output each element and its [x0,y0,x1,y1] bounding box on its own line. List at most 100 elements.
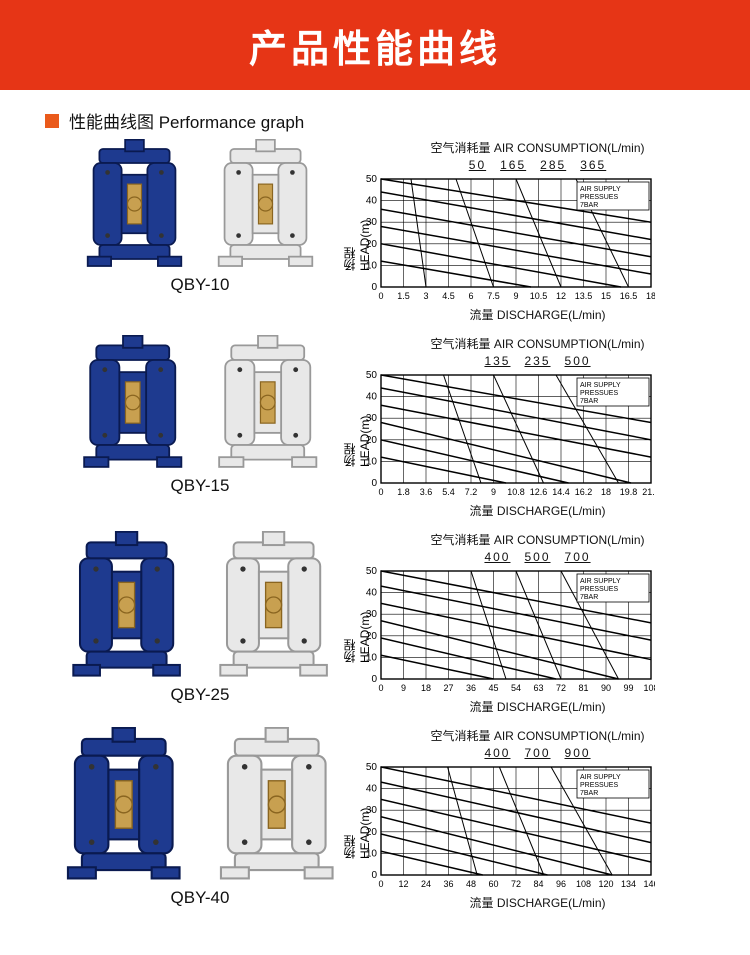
svg-text:45: 45 [488,683,498,693]
svg-text:7BAR: 7BAR [580,790,598,797]
svg-text:0: 0 [378,879,383,889]
svg-text:13.5: 13.5 [575,291,593,301]
air-values: 400500700 [355,550,720,564]
svg-text:36: 36 [443,879,453,889]
svg-text:19.8: 19.8 [620,487,638,497]
svg-text:7BAR: 7BAR [580,202,598,209]
svg-text:1.8: 1.8 [397,487,410,497]
svg-text:0: 0 [371,282,377,293]
svg-text:PRESSUES: PRESSUES [580,194,618,201]
svg-text:7.5: 7.5 [487,291,500,301]
svg-text:3: 3 [423,291,428,301]
pump-white-icon [207,727,347,882]
svg-text:0: 0 [371,870,377,881]
svg-text:9: 9 [513,291,518,301]
air-consumption-label: 空气消耗量 AIR CONSUMPTION(L/min) [355,335,720,352]
svg-text:12.6: 12.6 [530,487,548,497]
pump-column: QBY-25 [45,531,355,705]
air-values: 50165285365 [355,158,720,172]
svg-text:54: 54 [511,683,521,693]
svg-text:40: 40 [366,392,378,403]
air-values: 135235500 [355,354,720,368]
svg-text:PRESSUES: PRESSUES [580,390,618,397]
svg-text:7.2: 7.2 [465,487,478,497]
svg-text:146: 146 [643,879,655,889]
chart-wrap: 扬程 HEAD(m) 01020304050012243648607284961… [355,763,720,891]
pump-images [72,335,329,470]
svg-text:24: 24 [421,879,431,889]
svg-text:134: 134 [621,879,636,889]
pump-blue-icon [54,727,194,882]
pump-blue-icon [76,139,193,269]
product-row: QBY-25 空气消耗量 AIR CONSUMPTION(L/min) 4005… [45,531,720,715]
svg-text:15: 15 [601,291,611,301]
performance-chart: 0102030405001.534.567.5910.51213.51516.5… [355,175,655,303]
svg-text:72: 72 [556,683,566,693]
x-axis-label: 流量 DISCHARGE(L/min) [355,894,720,911]
svg-text:81: 81 [578,683,588,693]
pump-images [60,531,340,679]
y-axis-label: 扬程 HEAD(m) [341,403,372,467]
svg-text:120: 120 [598,879,613,889]
pump-white-icon [207,139,324,269]
svg-text:6: 6 [468,291,473,301]
pump-images [76,139,324,269]
svg-text:5.4: 5.4 [442,487,455,497]
pump-column: QBY-40 [45,727,355,908]
chart-wrap: 扬程 HEAD(m) 0102030405001.83.65.47.2910.8… [355,371,720,499]
pump-white-icon [207,531,340,679]
x-axis-label: 流量 DISCHARGE(L/min) [355,306,720,323]
pump-white-icon [207,335,329,470]
svg-text:12: 12 [398,879,408,889]
svg-text:9: 9 [401,683,406,693]
svg-text:60: 60 [488,879,498,889]
chart-column: 空气消耗量 AIR CONSUMPTION(L/min) 135235500 扬… [355,335,720,519]
svg-text:40: 40 [366,588,378,599]
svg-text:PRESSUES: PRESSUES [580,782,618,789]
svg-text:40: 40 [366,784,378,795]
svg-text:50: 50 [366,175,378,185]
svg-text:AIR SUPPLY: AIR SUPPLY [580,186,621,193]
svg-text:36: 36 [466,683,476,693]
air-values: 400700900 [355,746,720,760]
air-consumption-label: 空气消耗量 AIR CONSUMPTION(L/min) [355,531,720,548]
svg-text:72: 72 [511,879,521,889]
chart-column: 空气消耗量 AIR CONSUMPTION(L/min) 50165285365… [355,139,720,323]
performance-chart: 010203040500918273645546372819099108AIR … [355,567,655,695]
svg-text:9: 9 [491,487,496,497]
svg-text:21.6: 21.6 [642,487,655,497]
svg-text:18: 18 [601,487,611,497]
pump-images [54,727,347,882]
svg-text:3.6: 3.6 [420,487,433,497]
svg-text:0: 0 [378,487,383,497]
pump-model-label: QBY-40 [171,888,230,908]
svg-text:90: 90 [601,683,611,693]
svg-text:108: 108 [643,683,655,693]
svg-text:7BAR: 7BAR [580,398,598,405]
accent-square-icon [45,114,59,128]
svg-text:PRESSUES: PRESSUES [580,586,618,593]
svg-text:16.2: 16.2 [575,487,593,497]
performance-chart: 0102030405001.83.65.47.2910.812.614.416.… [355,371,655,499]
pump-column: QBY-15 [45,335,355,496]
svg-text:12: 12 [556,291,566,301]
content: 性能曲线图 Performance graph [0,90,750,933]
product-row: QBY-10 空气消耗量 AIR CONSUMPTION(L/min) 5016… [45,139,720,323]
svg-text:50: 50 [366,763,378,773]
svg-text:108: 108 [576,879,591,889]
svg-text:7BAR: 7BAR [580,594,598,601]
svg-text:48: 48 [466,879,476,889]
y-axis-label: 扬程 HEAD(m) [341,599,372,663]
x-axis-label: 流量 DISCHARGE(L/min) [355,698,720,715]
svg-text:4.5: 4.5 [442,291,455,301]
chart-wrap: 扬程 HEAD(m) 0102030405001.534.567.5910.51… [355,175,720,303]
svg-text:10.5: 10.5 [530,291,548,301]
product-row: QBY-15 空气消耗量 AIR CONSUMPTION(L/min) 1352… [45,335,720,519]
pump-column: QBY-10 [45,139,355,295]
svg-text:0: 0 [378,291,383,301]
chart-column: 空气消耗量 AIR CONSUMPTION(L/min) 400700900 扬… [355,727,720,911]
svg-text:AIR SUPPLY: AIR SUPPLY [580,578,621,585]
pump-model-label: QBY-25 [171,685,230,705]
svg-text:18: 18 [646,291,655,301]
chart-wrap: 扬程 HEAD(m) 01020304050091827364554637281… [355,567,720,695]
